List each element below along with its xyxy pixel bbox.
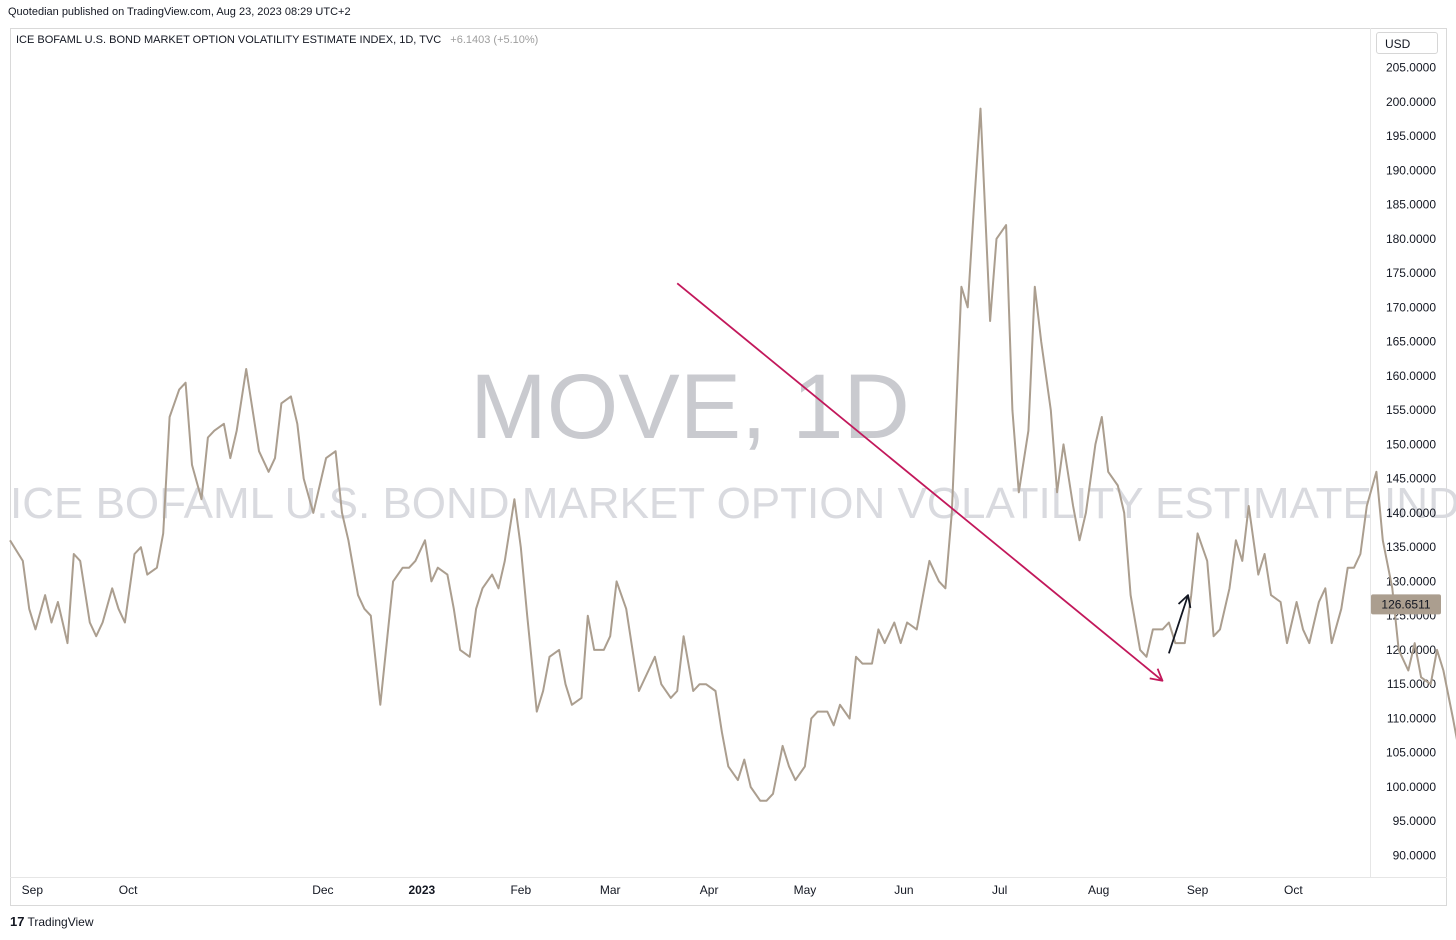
y-tick-label: 205.0000: [1386, 61, 1436, 75]
x-tick-label: Apr: [700, 883, 719, 897]
currency-selector[interactable]: USD: [1376, 32, 1438, 54]
x-tick-label: Sep: [22, 883, 44, 897]
y-tick-label: 100.0000: [1386, 780, 1436, 794]
y-tick-label: 110.0000: [1387, 711, 1436, 725]
symbol-legend[interactable]: ICE BOFAML U.S. BOND MARKET OPTION VOLAT…: [16, 34, 538, 46]
symbol-title: ICE BOFAML U.S. BOND MARKET OPTION VOLAT…: [16, 34, 442, 46]
y-tick-label: 140.0000: [1386, 506, 1436, 520]
breakout-arrow-head: [1177, 594, 1192, 609]
chart-frame: [10, 28, 1447, 906]
x-tick-label: Sep: [1187, 883, 1209, 897]
y-tick-label: 200.0000: [1386, 95, 1436, 109]
y-tick-label: 145.0000: [1386, 472, 1436, 486]
x-tick-label: May: [794, 883, 817, 897]
last-price-label: 126.6511: [1381, 597, 1430, 611]
y-tick-label: 130.0000: [1386, 574, 1436, 588]
x-tick-label: Jun: [894, 883, 913, 897]
y-tick-label: 180.0000: [1386, 232, 1436, 246]
last-price-badge: [1371, 594, 1441, 615]
x-tick-label: Jul: [992, 883, 1007, 897]
y-tick-label: 95.0000: [1393, 814, 1437, 828]
x-tick-label: Oct: [1284, 883, 1303, 897]
trendline-arrow-head: [1149, 668, 1164, 682]
watermark-name: ICE BOFAML U.S. BOND MARKET OPTION VOLAT…: [10, 479, 1456, 528]
y-tick-label: 155.0000: [1386, 403, 1436, 417]
price-axis-divider: [1370, 28, 1371, 878]
y-tick-label: 105.0000: [1386, 746, 1436, 760]
x-tick-label: Aug: [1088, 883, 1109, 897]
tradingview-logo-text: TradingView: [27, 915, 94, 929]
published-info: Quotedian published on TradingView.com, …: [8, 6, 351, 18]
breakout-arrow: [1168, 594, 1189, 654]
x-tick-label: 2023: [408, 883, 435, 897]
y-tick-label: 185.0000: [1386, 198, 1436, 212]
y-tick-label: 170.0000: [1386, 300, 1436, 314]
y-tick-label: 115.0000: [1387, 677, 1436, 691]
y-tick-label: 135.0000: [1386, 540, 1436, 554]
y-tick-label: 175.0000: [1386, 266, 1436, 280]
price-change: +6.1403 (+5.10%): [450, 34, 539, 46]
y-tick-label: 150.0000: [1386, 437, 1436, 451]
time-axis-divider: [10, 877, 1447, 878]
x-tick-label: Mar: [600, 883, 621, 897]
trendline-arrow: [676, 282, 1164, 682]
x-tick-label: Dec: [312, 883, 333, 897]
tradingview-mark-icon: 17: [10, 914, 25, 929]
y-tick-label: 90.0000: [1393, 849, 1437, 863]
watermark-ticker: MOVE, 1D: [470, 356, 910, 458]
tradingview-logo[interactable]: 17 TradingView: [10, 914, 94, 929]
x-tick-label: Feb: [510, 883, 531, 897]
y-tick-label: 195.0000: [1386, 129, 1436, 143]
y-tick-label: 160.0000: [1386, 369, 1436, 383]
y-tick-label: 165.0000: [1386, 335, 1436, 349]
series-line: [9, 107, 1456, 802]
x-tick-label: Oct: [119, 883, 138, 897]
y-tick-label: 190.0000: [1386, 163, 1436, 177]
